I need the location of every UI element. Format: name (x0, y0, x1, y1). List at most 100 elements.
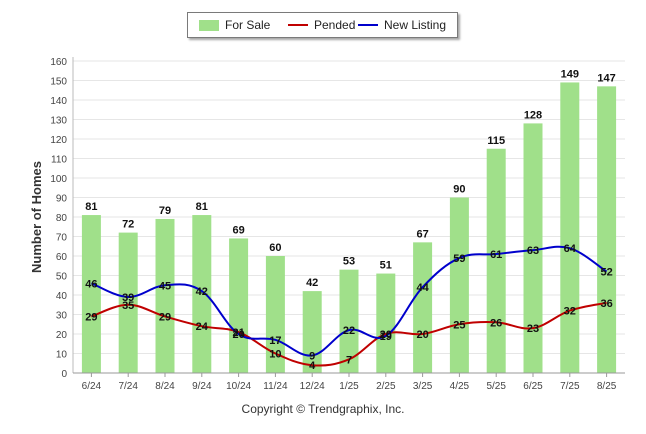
x-tick-label: 8/24 (155, 381, 175, 392)
bar (560, 82, 580, 373)
point-value-label: 32 (564, 306, 576, 318)
x-tick-label: 5/25 (486, 381, 506, 392)
point-value-label: 9 (309, 350, 315, 362)
bar (302, 291, 322, 373)
bar (155, 218, 175, 373)
copyright-text: Copyright © Trendgraphix, Inc. (241, 402, 405, 416)
y-tick-label: 60 (56, 252, 68, 263)
point-value-label: 20 (416, 329, 428, 341)
bar (486, 148, 506, 373)
bar-value-label: 42 (306, 277, 318, 289)
bar-value-label: 90 (453, 184, 465, 196)
point-value-label: 22 (343, 325, 355, 337)
series-line-new-listing (91, 245, 608, 357)
point-value-label: 29 (85, 311, 97, 323)
bar (81, 215, 101, 373)
legend-label-pended: Pended (314, 18, 356, 32)
point-value-label: 52 (600, 267, 612, 279)
bar-value-label: 115 (487, 135, 505, 147)
bar-value-label: 81 (196, 201, 208, 213)
x-tick-label: 10/24 (226, 381, 251, 392)
point-value-label: 4 (309, 360, 316, 372)
y-tick-label: 30 (56, 311, 68, 322)
bar (265, 256, 285, 373)
x-tick-label: 8/25 (597, 381, 617, 392)
point-value-label: 19 (380, 331, 392, 343)
bar-value-label: 147 (597, 72, 615, 84)
y-tick-label: 0 (61, 369, 67, 380)
bar (339, 269, 359, 373)
legend-label-new-listing: New Listing (384, 18, 447, 32)
bar (192, 215, 212, 373)
legend-label-for-sale: For Sale (225, 18, 271, 32)
y-tick-label: 150 (50, 77, 67, 88)
y-tick-label: 120 (50, 135, 67, 146)
series-line-pended (91, 301, 607, 367)
point-value-label: 17 (269, 335, 281, 347)
bar-value-label: 81 (85, 201, 97, 213)
point-value-label: 29 (159, 311, 171, 323)
bar-value-label: 67 (416, 228, 428, 240)
x-tick-label: 3/25 (413, 381, 433, 392)
y-tick-label: 110 (51, 155, 67, 166)
point-value-label: 36 (600, 298, 612, 310)
point-value-label: 39 (122, 292, 134, 304)
x-tick-label: 11/24 (263, 381, 288, 392)
y-tick-label: 130 (50, 116, 67, 127)
legend-swatch-pended (288, 24, 308, 26)
point-value-label: 7 (346, 354, 352, 366)
point-value-label: 59 (453, 253, 465, 265)
x-tick-label: 4/25 (450, 381, 470, 392)
bar (597, 86, 617, 373)
point-value-label: 45 (159, 280, 171, 292)
bar-value-label: 149 (561, 68, 579, 80)
legend-item-pended: Pended (288, 13, 355, 37)
bars-layer (81, 82, 617, 374)
x-tick-label: 6/24 (82, 381, 102, 392)
point-value-label: 10 (269, 349, 281, 361)
x-tick-label: 7/25 (560, 381, 580, 392)
y-tick-label: 160 (50, 57, 67, 68)
bar-value-label: 128 (524, 109, 542, 121)
legend-item-new-listing: New Listing (358, 13, 446, 37)
legend-swatch-for-sale (199, 19, 219, 31)
legend: For Sale Pended New Listing (187, 12, 458, 38)
y-tick-label: 70 (56, 233, 68, 244)
x-tick-label: 1/25 (339, 381, 359, 392)
point-value-label: 20 (232, 329, 244, 341)
bar-value-label: 60 (269, 242, 281, 254)
legend-swatch-new-listing (358, 24, 378, 26)
bar-value-label: 69 (232, 224, 244, 236)
point-value-label: 46 (85, 278, 97, 290)
bar (413, 242, 433, 373)
bar-value-label: 72 (122, 219, 134, 231)
bar-value-label: 51 (380, 260, 392, 272)
y-tick-label: 140 (50, 96, 67, 107)
bar (229, 238, 249, 373)
point-value-label: 63 (527, 245, 539, 257)
bar (118, 232, 138, 373)
x-tick-label: 2/25 (376, 381, 396, 392)
x-tick-label: 6/25 (523, 381, 543, 392)
point-value-label: 21 (232, 327, 244, 339)
lines-layer (91, 245, 608, 367)
y-tick-label: 20 (56, 330, 68, 341)
point-value-label: 64 (564, 243, 577, 255)
point-value-label: 25 (453, 319, 465, 331)
point-value-label: 61 (490, 249, 502, 261)
x-tick-label: 7/24 (118, 381, 138, 392)
x-tick-label: 12/24 (300, 381, 325, 392)
point-value-label: 24 (196, 321, 209, 333)
bar-value-label: 53 (343, 256, 355, 268)
bar (376, 273, 396, 373)
y-tick-label: 10 (56, 350, 68, 361)
bar-value-label: 79 (159, 205, 171, 217)
axis-layer: 0 10 20 30 40 50 60 70 80 90 100 110 120 130 140 150 160… (50, 57, 625, 392)
bar (523, 123, 543, 374)
point-value-label: 42 (196, 286, 208, 298)
point-value-label: 35 (122, 300, 134, 312)
x-tick-label: 9/24 (192, 381, 212, 392)
